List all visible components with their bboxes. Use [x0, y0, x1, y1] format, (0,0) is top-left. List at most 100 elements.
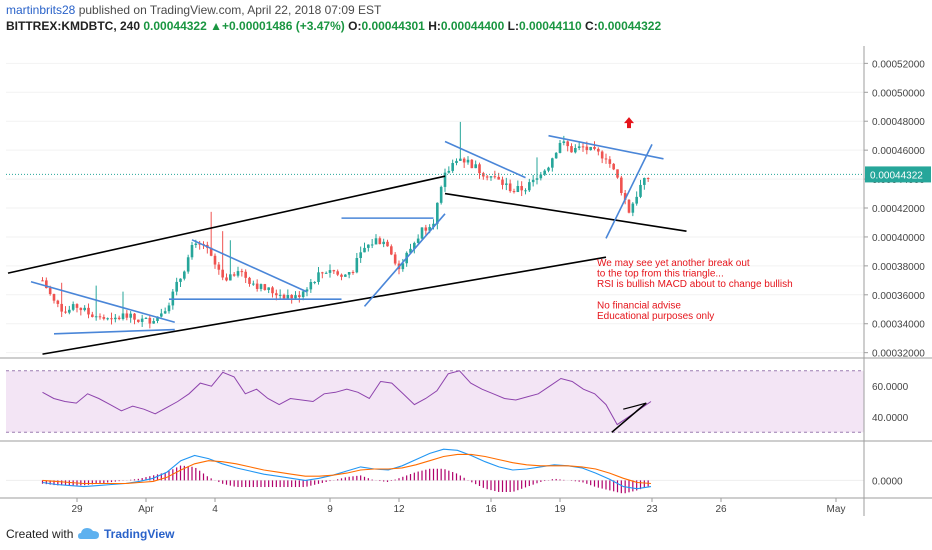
candle-body [64, 311, 67, 313]
time-tick-label: May [827, 504, 846, 515]
candle-body [137, 319, 140, 322]
candle-body [474, 164, 477, 169]
candle-body [294, 295, 297, 299]
price-tick-label: 0.00046000 [872, 146, 925, 157]
candle-body [616, 169, 619, 178]
pattern-line [191, 239, 308, 293]
candle-body [585, 146, 589, 151]
candle-body [98, 316, 102, 318]
candle-body [635, 196, 638, 204]
candle-body [94, 316, 98, 318]
candle-body [41, 280, 44, 282]
time-tick-label: 16 [485, 504, 497, 515]
candle-body [386, 241, 389, 247]
candle-body [643, 178, 646, 185]
candle-body [121, 313, 125, 319]
candle-body [459, 158, 462, 161]
candle-body [110, 318, 113, 320]
symbol-label: BITTREX:KMDBTC, 240 [6, 19, 141, 33]
candle-body [252, 283, 255, 285]
rsi-trendline [623, 402, 647, 410]
candle-body [133, 313, 136, 320]
candle-body [244, 271, 247, 278]
candle-body [524, 190, 527, 192]
macd-panel[interactable]: 0.0000 [6, 448, 903, 494]
candle-body [232, 274, 236, 276]
candle-body [129, 313, 132, 318]
candle-body [493, 176, 497, 178]
candle-body [462, 158, 466, 163]
ohlc-line: BITTREX:KMDBTC, 240 0.00044322 ▲+0.00001… [6, 19, 661, 33]
candle-body [144, 317, 148, 319]
annotation-text: We may see yet another break out [597, 258, 750, 269]
signal-line [42, 453, 652, 485]
candle-body [593, 146, 596, 149]
candle-body [451, 163, 454, 171]
candle-body [290, 294, 293, 299]
candle-body [535, 178, 539, 180]
candle-body [570, 146, 573, 153]
candle-body [359, 252, 362, 259]
candle-body [45, 280, 48, 289]
candle-body [520, 186, 523, 191]
high-label: H: [428, 19, 441, 33]
candle-body [581, 146, 585, 148]
candle-body [190, 244, 194, 258]
time-tick-label: 23 [646, 504, 658, 515]
candle-body [286, 294, 290, 299]
candle-body [597, 148, 600, 152]
candle-body [604, 158, 608, 160]
time-tick-label: 26 [715, 504, 727, 515]
candle-body [393, 254, 397, 264]
candle-body [478, 164, 481, 174]
candle-body [52, 294, 56, 301]
candle-body [347, 272, 351, 275]
candle-body [79, 307, 83, 311]
candle-body [409, 248, 412, 253]
time-tick-label: 9 [327, 504, 333, 515]
time-tick-label: Apr [138, 504, 154, 515]
candle-body [248, 277, 251, 284]
candle-body [547, 167, 550, 171]
publish-line: martinbrits28 published on TradingView.c… [6, 3, 381, 17]
rsi-panel[interactable]: 40.0000 60.0000 [0, 370, 932, 442]
candle-body [512, 191, 516, 193]
candle-body [355, 258, 359, 273]
candle-body [114, 317, 117, 320]
low-label: L: [507, 19, 519, 33]
candle-body [497, 176, 500, 180]
candle-body [60, 303, 63, 312]
candle-body [428, 227, 431, 231]
candle-body [551, 158, 554, 168]
time-axis[interactable]: 29 Apr 4 9 12 16 19 23 26 May [0, 46, 932, 516]
open-label: O: [348, 19, 362, 33]
candle-body [390, 246, 393, 255]
chart-canvas[interactable]: 0.00032000 0.00034000 0.00036000 0.00038000… [0, 36, 932, 518]
candle-body [436, 202, 439, 224]
candle-body [543, 170, 546, 175]
time-tick-label: 29 [71, 504, 83, 515]
candle-body [167, 305, 171, 312]
candle-body [156, 316, 159, 322]
high-value: 0.00044400 [440, 19, 505, 33]
candle-body [351, 272, 355, 274]
candle-body [140, 318, 144, 322]
candle-body [236, 271, 240, 276]
candle-body [298, 295, 301, 298]
candle-body [117, 317, 121, 319]
candle-body [68, 309, 71, 313]
candle-body [489, 176, 493, 178]
candle-body [332, 270, 336, 272]
candle-body [646, 178, 650, 180]
candle-body [631, 203, 635, 213]
candle-body [612, 163, 615, 170]
candle-body [321, 272, 324, 274]
candle-body [301, 291, 305, 298]
candle-body [309, 282, 313, 290]
candle-body [554, 152, 558, 159]
tradingview-brand[interactable]: TradingView [104, 527, 175, 541]
open-value: 0.00044301 [361, 19, 425, 33]
candle-body [600, 151, 604, 159]
author-link[interactable]: martinbrits28 [6, 3, 76, 17]
price-panel[interactable]: 0.00032000 0.00034000 0.00036000 0.00038000… [0, 46, 932, 360]
